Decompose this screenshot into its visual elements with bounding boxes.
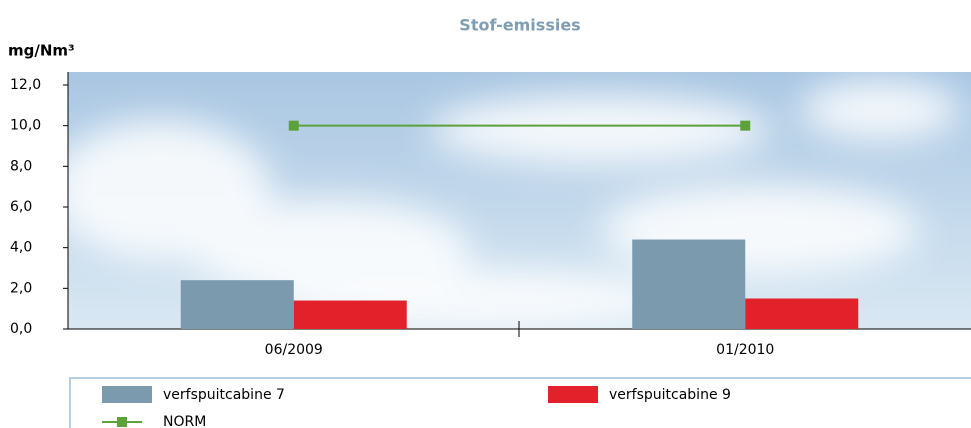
x-tick-label: 06/2009 <box>265 342 323 358</box>
line-marker <box>288 120 299 131</box>
bar <box>632 239 746 329</box>
legend-box <box>69 377 971 428</box>
bar <box>293 300 407 329</box>
y-tick-label: 4,0 <box>10 240 32 256</box>
y-tick-label: 6,0 <box>10 199 32 215</box>
chart-title: Stof-emissies <box>459 16 580 35</box>
legend-label: verfspuitcabine 7 <box>163 387 285 403</box>
bar <box>180 280 294 329</box>
y-axis-label: mg/Nm³ <box>8 42 75 60</box>
line-marker <box>740 120 751 131</box>
legend-swatch <box>102 386 152 403</box>
y-tick-label: 12,0 <box>10 77 41 93</box>
y-tick-label: 10,0 <box>10 118 41 134</box>
bar <box>745 298 859 329</box>
x-tick-label: 01/2010 <box>716 342 774 358</box>
legend-swatch <box>117 417 127 427</box>
legend-label: verfspuitcabine 9 <box>609 387 731 403</box>
legend-swatch <box>548 386 598 403</box>
legend-label: NORM <box>163 414 206 428</box>
y-tick-label: 8,0 <box>10 158 32 174</box>
y-tick-label: 0,0 <box>10 321 32 337</box>
y-tick-label: 2,0 <box>10 280 32 296</box>
